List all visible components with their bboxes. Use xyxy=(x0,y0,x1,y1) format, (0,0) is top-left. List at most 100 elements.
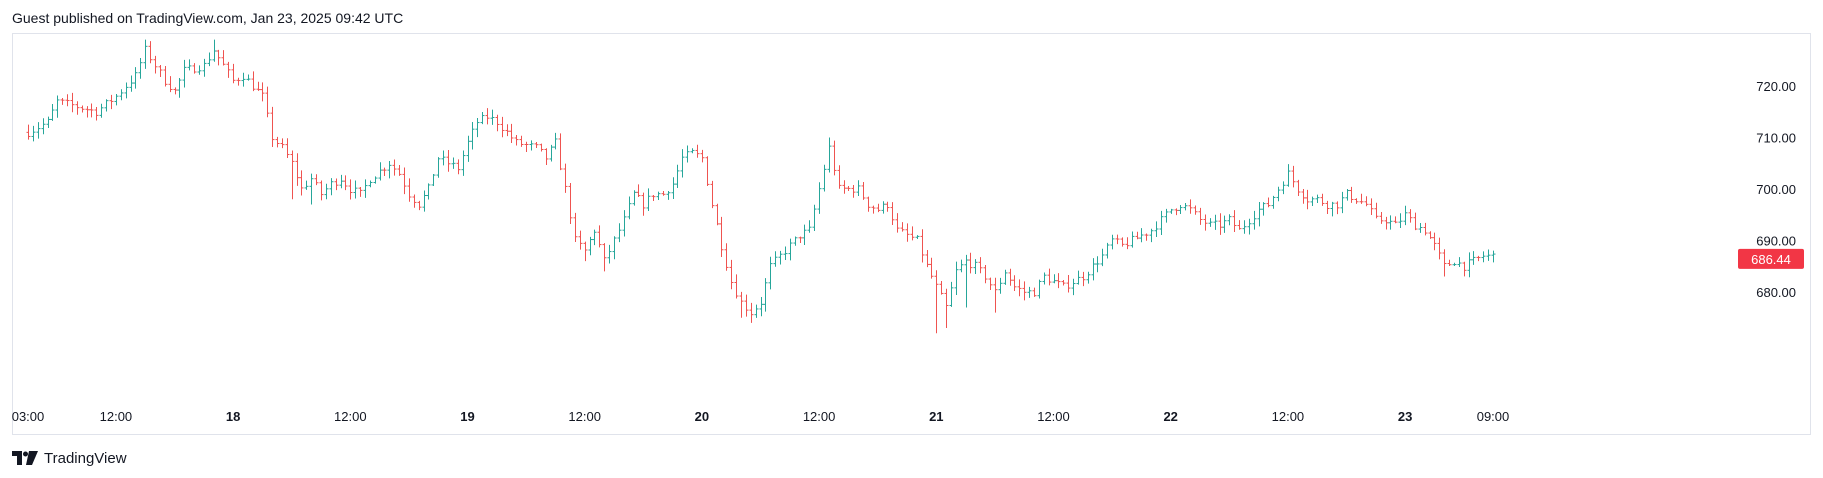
ohlc-bars-group xyxy=(26,39,1496,334)
chart-frame[interactable] xyxy=(12,33,1811,435)
ohlc-bar xyxy=(1193,205,1198,215)
ohlc-bar xyxy=(470,122,475,150)
ohlc-bar xyxy=(319,180,324,201)
ohlc-bar xyxy=(446,149,451,172)
ohlc-bar xyxy=(827,137,832,173)
ohlc-bar xyxy=(1471,251,1476,265)
ohlc-bar xyxy=(1130,231,1135,248)
ohlc-bar xyxy=(851,184,856,198)
ohlc-bar xyxy=(998,277,1003,294)
ohlc-bar xyxy=(1135,231,1140,240)
ohlc-bar xyxy=(265,86,270,118)
ohlc-bar xyxy=(104,99,109,112)
ohlc-bar xyxy=(1081,271,1086,287)
ohlc-bar xyxy=(1261,202,1266,216)
ohlc-bar xyxy=(1213,214,1218,230)
ohlc-bar xyxy=(568,183,573,224)
ohlc-bar xyxy=(1442,249,1447,277)
ohlc-bar xyxy=(1198,207,1203,225)
ohlc-bar xyxy=(26,124,31,140)
ohlc-bar xyxy=(339,174,344,189)
ohlc-bar xyxy=(558,133,563,171)
ohlc-bar xyxy=(1432,232,1437,251)
ohlc-bar xyxy=(1017,279,1022,297)
ohlc-bar xyxy=(173,87,178,95)
ohlc-bar xyxy=(534,141,539,148)
ohlc-bar xyxy=(480,111,485,125)
ohlc-bar xyxy=(1364,196,1369,207)
ohlc-bar xyxy=(866,196,871,212)
ohlc-bar xyxy=(153,55,158,74)
ohlc-bar xyxy=(1462,261,1467,277)
ohlc-bar xyxy=(929,257,934,279)
ohlc-bar xyxy=(192,63,197,74)
ohlc-bar xyxy=(798,236,803,244)
ohlc-bar xyxy=(636,184,641,198)
ohlc-bar xyxy=(846,185,851,191)
ohlc-bar xyxy=(143,39,148,69)
ohlc-bar xyxy=(55,95,60,118)
ohlc-bar xyxy=(1203,214,1208,231)
ohlc-bar xyxy=(109,94,114,110)
ohlc-bar xyxy=(417,200,422,211)
time-tick-label: 12:00 xyxy=(568,409,601,424)
ohlc-bar xyxy=(216,49,221,66)
ohlc-bar xyxy=(705,156,710,186)
brand-footer[interactable]: TradingView xyxy=(12,448,127,468)
ohlc-bar xyxy=(1393,216,1398,224)
ohlc-bar xyxy=(1232,210,1237,232)
ohlc-bar xyxy=(202,58,207,77)
ohlc-bar xyxy=(925,249,930,268)
ohlc-bar xyxy=(36,122,41,139)
time-axis: 03:00 12:00 18 12:00 19 12:00 20 12:00 21 12:00 22… xyxy=(12,409,1510,424)
ohlc-bar xyxy=(309,173,314,205)
ohlc-bar xyxy=(773,251,778,267)
ohlc-bar xyxy=(221,50,226,66)
ohlc-bar xyxy=(75,101,80,115)
ohlc-bar xyxy=(304,180,309,190)
ohlc-bar xyxy=(1428,231,1433,239)
ohlc-bar xyxy=(1237,220,1242,230)
ohlc-bar xyxy=(387,161,392,179)
ohlc-bar xyxy=(1452,262,1457,266)
ohlc-bar xyxy=(1281,181,1286,195)
ohlc-bar xyxy=(1481,251,1486,263)
ohlc-bar xyxy=(788,238,793,261)
ohlc-bar xyxy=(299,170,304,196)
ohlc-bar xyxy=(1320,193,1325,206)
ohlc-bar xyxy=(514,134,519,146)
ohlc-bar xyxy=(1388,215,1393,230)
ohlc-bar xyxy=(94,106,99,121)
ohlc-bar xyxy=(651,195,656,202)
ohlc-bar xyxy=(983,265,988,284)
ohlc-bar xyxy=(275,136,280,148)
ohlc-bar xyxy=(680,149,685,178)
ohlc-bar xyxy=(993,277,998,313)
ohlc-bar xyxy=(1359,193,1364,204)
ohlc-bar xyxy=(138,58,143,79)
ohlc-bar xyxy=(632,190,637,206)
ohlc-bar xyxy=(1061,280,1066,286)
ohlc-bar xyxy=(1369,198,1374,215)
ohlc-bar xyxy=(661,190,666,196)
ohlc-bar xyxy=(329,178,334,196)
tradingview-logo-icon xyxy=(12,451,38,465)
ohlc-bar xyxy=(256,81,261,91)
ohlc-bar xyxy=(148,41,153,64)
ohlc-bar xyxy=(583,241,588,262)
ohlc-bar xyxy=(1095,256,1100,273)
ohlc-bar xyxy=(260,82,265,102)
price-axis: 680.00 690.00 700.00 710.00 720.00 xyxy=(1756,79,1796,300)
ohlc-bar xyxy=(763,278,768,312)
ohlc-bar xyxy=(842,180,847,194)
ohlc-bar xyxy=(695,144,700,158)
ohlc-bar xyxy=(817,182,822,214)
ohlc-bar xyxy=(1022,281,1027,301)
ohlc-bar xyxy=(1476,255,1481,262)
ohlc-bar xyxy=(1340,191,1345,214)
ohlc-bar xyxy=(65,94,70,107)
ohlc-bar xyxy=(133,67,138,89)
ohlc-bar xyxy=(124,82,129,99)
ohlc-bar xyxy=(1384,216,1389,230)
